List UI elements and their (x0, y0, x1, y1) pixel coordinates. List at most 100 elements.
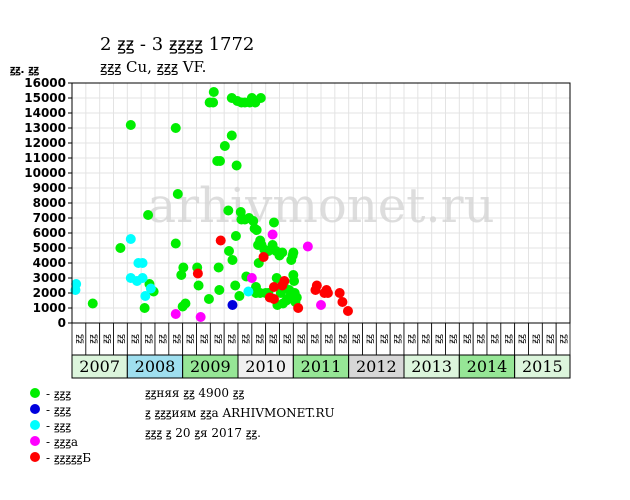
y-tick-label: 16000 (24, 76, 66, 90)
data-point (180, 298, 191, 309)
data-point (208, 87, 219, 97)
quarter-label: ꙃꙃ (488, 334, 499, 344)
data-point (255, 93, 266, 103)
data-point (268, 294, 279, 304)
data-point (230, 231, 241, 241)
year-label: 2015 (522, 357, 563, 376)
quarter-label: ꙃꙃ (309, 334, 320, 344)
quarter-label: ꙃꙃ (253, 334, 264, 344)
data-point (170, 238, 181, 249)
quarter-label: ꙃꙃ (378, 334, 389, 344)
y-tick-label: 4000 (33, 256, 66, 270)
data-point (71, 279, 82, 289)
data-point (223, 205, 234, 216)
quarter-label: ꙃꙃ (156, 334, 167, 344)
year-label: 2007 (79, 357, 120, 376)
quarter-label: ꙃꙃ (184, 334, 195, 344)
data-point (251, 225, 262, 235)
y-tick-label: 6000 (33, 226, 66, 240)
notes-average: ꙃꙃняя ꙃꙃ 4900 ꙃꙃ (145, 386, 245, 400)
year-cell (514, 354, 571, 379)
data-point (214, 285, 225, 295)
watermark: arhivmonet.ru (147, 178, 494, 234)
y-tick-label: 5000 (33, 241, 66, 255)
data-point (226, 130, 237, 141)
data-point (125, 234, 136, 244)
quarter-label: ꙃꙃ (73, 334, 84, 344)
data-point (311, 280, 322, 291)
quarter-label: ꙃꙃ (392, 334, 403, 344)
quarter-label: ꙃꙃ (364, 334, 375, 344)
y-tick-label: 0 (58, 316, 66, 330)
quarter-label: ꙃꙃ (350, 334, 361, 344)
data-point (176, 270, 187, 280)
data-point (258, 252, 269, 262)
data-point (213, 262, 224, 273)
data-point (289, 276, 300, 286)
legend-label: - ꙃꙃꙃꙃꙃБ (46, 450, 92, 465)
year-label: 2013 (411, 357, 452, 376)
data-point (322, 288, 333, 298)
quarter-label: ꙃꙃ (198, 334, 209, 344)
y-tick-label: 14000 (24, 106, 66, 120)
y-tick-label: 15000 (24, 91, 66, 105)
data-point (140, 291, 151, 301)
quarter-label: ꙃꙃ (405, 334, 416, 344)
data-point (143, 210, 154, 220)
data-point (235, 207, 246, 217)
data-point (125, 120, 136, 130)
data-point (208, 97, 219, 108)
quarter-label: ꙃꙃ (267, 334, 278, 344)
data-point (193, 280, 204, 291)
data-point (115, 243, 126, 253)
year-label: 2010 (245, 357, 286, 376)
data-point (145, 283, 156, 294)
quarter-label: ꙃꙃ (87, 334, 98, 344)
data-point (139, 303, 150, 313)
data-point (337, 297, 348, 307)
quarter-label: ꙃꙃ (461, 334, 472, 344)
chart-title: 2 ꙃꙃ - 3 ꙃꙃꙃꙃ 1772 (100, 34, 255, 55)
quarter-label: ꙃꙃ (101, 334, 112, 344)
data-point (215, 235, 226, 246)
data-point (279, 276, 290, 286)
data-point (137, 273, 148, 283)
data-point (195, 312, 206, 322)
y-tick-label: 11000 (24, 151, 66, 165)
quarter-label: ꙃꙃ (226, 334, 237, 344)
legend-item: - ꙃꙃꙃ (30, 401, 91, 417)
data-point (234, 291, 245, 301)
quarter-label: ꙃꙃ (447, 334, 458, 344)
data-point (137, 258, 148, 268)
data-point (291, 292, 302, 303)
legend-dot (30, 404, 40, 414)
legend-dot (30, 452, 40, 462)
data-point (227, 300, 238, 310)
data-point (268, 282, 279, 292)
data-point (178, 262, 189, 273)
quarter-label: ꙃꙃ (212, 334, 223, 344)
quarter-label: ꙃꙃ (419, 334, 430, 344)
data-point (293, 303, 304, 313)
notes-date: ꙃꙃꙃ ꙃ 20 ꙃя 2017 ꙃꙃ. (145, 426, 261, 440)
data-point (277, 247, 288, 258)
year-label: 2014 (467, 357, 508, 376)
y-tick-label: 8000 (33, 196, 66, 210)
y-tick-label: 1000 (33, 301, 66, 315)
quarter-label: ꙃꙃ (558, 334, 569, 344)
chart-subtitle: ꙃꙃꙃ Cu, ꙃꙃꙃ VF. (100, 58, 207, 76)
quarter-label: ꙃꙃ (475, 334, 486, 344)
data-point (302, 241, 313, 252)
data-point (219, 141, 230, 151)
y-tick-label: 12000 (24, 136, 66, 150)
data-point (275, 288, 286, 298)
data-point (224, 246, 235, 256)
y-axis-label: ꙃꙃ. ꙃꙃ (10, 63, 39, 76)
data-point (243, 286, 254, 297)
data-point (316, 300, 326, 310)
quarter-label: ꙃꙃ (295, 334, 306, 344)
data-point (342, 306, 353, 316)
quarter-label: ꙃꙃ (143, 334, 154, 344)
quarter-label: ꙃꙃ (281, 334, 292, 344)
